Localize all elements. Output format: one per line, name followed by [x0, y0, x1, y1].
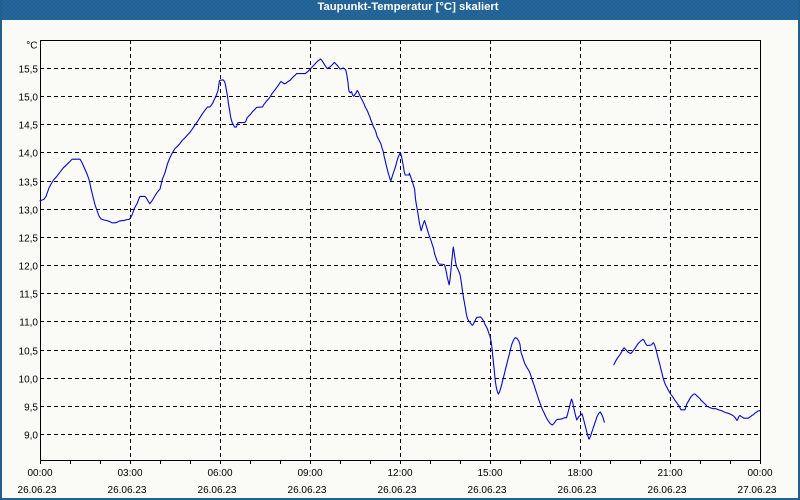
svg-text:°C: °C	[26, 41, 37, 52]
svg-text:26.06.23: 26.06.23	[108, 485, 147, 496]
svg-text:12,0: 12,0	[19, 262, 39, 273]
svg-text:12:00: 12:00	[387, 468, 412, 479]
svg-text:10,0: 10,0	[19, 375, 39, 386]
svg-text:10,5: 10,5	[19, 347, 39, 358]
svg-text:13,5: 13,5	[19, 178, 39, 189]
svg-text:26.06.23: 26.06.23	[468, 485, 507, 496]
svg-text:26.06.23: 26.06.23	[648, 485, 687, 496]
svg-text:27.06.23: 27.06.23	[738, 485, 777, 496]
svg-text:26.06.23: 26.06.23	[288, 485, 327, 496]
svg-text:11,0: 11,0	[19, 318, 38, 329]
svg-text:11,5: 11,5	[19, 290, 38, 301]
svg-text:21:00: 21:00	[657, 468, 682, 479]
svg-text:18:00: 18:00	[567, 468, 592, 479]
svg-text:00:00: 00:00	[747, 468, 772, 479]
svg-text:9,0: 9,0	[24, 431, 38, 442]
svg-text:26.06.23: 26.06.23	[198, 485, 237, 496]
svg-text:13,0: 13,0	[19, 206, 39, 217]
svg-text:15:00: 15:00	[477, 468, 502, 479]
svg-text:14,0: 14,0	[19, 149, 39, 160]
svg-text:15,5: 15,5	[19, 65, 39, 76]
svg-text:26.06.23: 26.06.23	[18, 485, 57, 496]
svg-text:03:00: 03:00	[117, 468, 142, 479]
svg-text:06:00: 06:00	[207, 468, 232, 479]
svg-text:00:00: 00:00	[27, 468, 52, 479]
svg-text:26.06.23: 26.06.23	[558, 485, 597, 496]
svg-text:15,0: 15,0	[19, 93, 39, 104]
svg-text:26.06.23: 26.06.23	[378, 485, 417, 496]
svg-text:14,5: 14,5	[19, 121, 39, 132]
svg-text:09:00: 09:00	[297, 468, 322, 479]
svg-text:12,5: 12,5	[19, 234, 39, 245]
svg-text:9,5: 9,5	[24, 403, 38, 414]
